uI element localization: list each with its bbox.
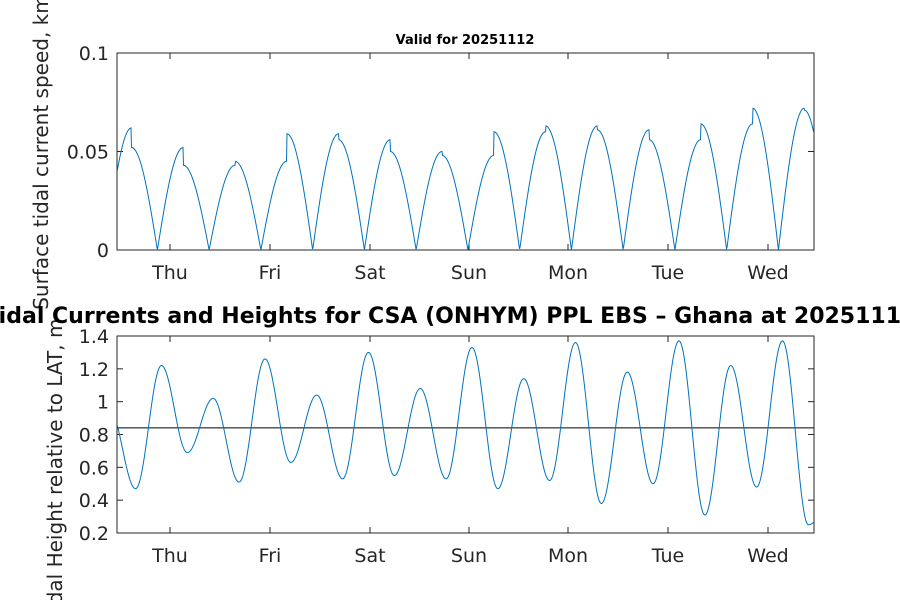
- speed-y-axis: 0 0.05 0.1: [67, 43, 814, 262]
- height-ytick-label: 1.2: [79, 359, 109, 381]
- speed-xtick-label: Sun: [451, 262, 487, 284]
- height-xtick-label: Fri: [259, 545, 282, 567]
- height-ytick-label: 1: [97, 392, 109, 414]
- speed-xtick-label: Sat: [354, 262, 385, 284]
- speed-chart: Valid for 20251112 0 0.05 0.1 Thu Fri Sat Sun…: [29, 0, 815, 310]
- height-xtick-label: Wed: [747, 545, 788, 567]
- speed-y-label: Surface tidal current speed, km: [29, 0, 53, 310]
- speed-ytick-label: 0.1: [79, 43, 109, 65]
- height-x-axis: Thu Fri Sat Sun Mon Tue Wed: [151, 336, 789, 567]
- height-line: [117, 340, 814, 526]
- speed-chart-title: Valid for 20251112: [396, 33, 535, 48]
- height-y-axis: 0.2 0.4 0.6 0.8 1 1.2 1.4: [79, 326, 814, 545]
- height-chart: 0.2 0.4 0.6 0.8 1 1.2 1.4 Thu Fri Sat Sun Mon Tue We…: [43, 319, 815, 600]
- height-xtick-label: Sun: [451, 545, 487, 567]
- speed-series: [117, 107, 814, 250]
- speed-xtick-label: Mon: [548, 262, 588, 284]
- height-xtick-label: Thu: [151, 545, 188, 567]
- speed-xtick-label: Wed: [747, 262, 788, 284]
- height-ytick-label: 1.4: [79, 326, 109, 348]
- height-xtick-label: Mon: [548, 545, 588, 567]
- speed-xtick-label: Fri: [259, 262, 282, 284]
- height-y-label: Tidal Height relative to LAT, m: [43, 319, 67, 600]
- main-title: Tidal Currents and Heights for CSA (ONHY…: [0, 304, 900, 329]
- height-ytick-label: 0.2: [79, 523, 109, 545]
- height-ytick-label: 0.8: [79, 425, 109, 447]
- height-ytick-label: 0.6: [79, 457, 109, 479]
- height-xtick-label: Sat: [354, 545, 385, 567]
- height-xtick-label: Tue: [651, 545, 684, 567]
- speed-ytick-label: 0: [97, 240, 109, 262]
- height-series: [117, 340, 814, 526]
- height-ytick-label: 0.4: [79, 490, 109, 512]
- speed-xtick-label: Tue: [651, 262, 684, 284]
- speed-line: [117, 107, 814, 250]
- speed-plot-area: [116, 52, 815, 251]
- speed-ytick-label: 0.05: [67, 142, 109, 164]
- speed-xtick-label: Thu: [151, 262, 188, 284]
